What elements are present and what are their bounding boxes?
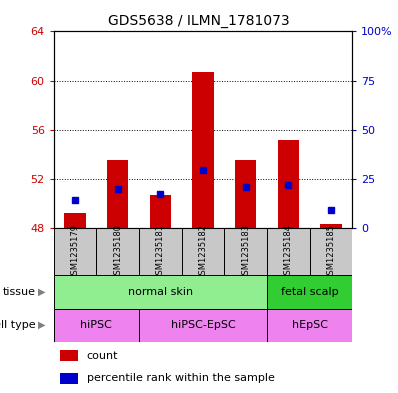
Bar bbox=[267, 309, 352, 342]
Bar bbox=[267, 228, 310, 275]
Text: GDS5638 / ILMN_1781073: GDS5638 / ILMN_1781073 bbox=[108, 14, 290, 28]
Bar bbox=[60, 350, 78, 361]
Text: ▶: ▶ bbox=[38, 286, 45, 297]
Text: fetal scalp: fetal scalp bbox=[281, 287, 338, 297]
Bar bbox=[54, 309, 139, 342]
Bar bbox=[96, 228, 139, 275]
Bar bbox=[320, 224, 341, 228]
Bar bbox=[278, 140, 299, 228]
Bar bbox=[139, 228, 181, 275]
Text: hiPSC: hiPSC bbox=[80, 320, 112, 330]
Bar bbox=[267, 275, 352, 309]
Bar bbox=[310, 228, 352, 275]
Text: tissue: tissue bbox=[3, 286, 36, 297]
Text: GSM1235184: GSM1235184 bbox=[284, 224, 293, 279]
Bar bbox=[181, 228, 224, 275]
Bar bbox=[54, 275, 267, 309]
Bar bbox=[192, 72, 214, 228]
Text: cell type: cell type bbox=[0, 320, 36, 330]
Bar bbox=[107, 160, 129, 228]
Bar bbox=[54, 228, 96, 275]
Text: GSM1235179: GSM1235179 bbox=[70, 224, 80, 279]
Bar bbox=[139, 309, 267, 342]
Bar bbox=[235, 160, 256, 228]
Bar bbox=[150, 195, 171, 228]
Text: hiPSC-EpSC: hiPSC-EpSC bbox=[171, 320, 235, 330]
Text: normal skin: normal skin bbox=[128, 287, 193, 297]
Bar bbox=[60, 373, 78, 384]
Bar bbox=[64, 213, 86, 228]
Text: count: count bbox=[87, 351, 118, 361]
Text: GSM1235185: GSM1235185 bbox=[326, 224, 336, 279]
Text: ▶: ▶ bbox=[38, 320, 45, 330]
Text: GSM1235181: GSM1235181 bbox=[156, 224, 165, 279]
Text: GSM1235180: GSM1235180 bbox=[113, 224, 122, 279]
Text: GSM1235182: GSM1235182 bbox=[199, 224, 207, 279]
Text: percentile rank within the sample: percentile rank within the sample bbox=[87, 373, 275, 383]
Text: hEpSC: hEpSC bbox=[292, 320, 328, 330]
Text: GSM1235183: GSM1235183 bbox=[241, 224, 250, 279]
Bar bbox=[224, 228, 267, 275]
